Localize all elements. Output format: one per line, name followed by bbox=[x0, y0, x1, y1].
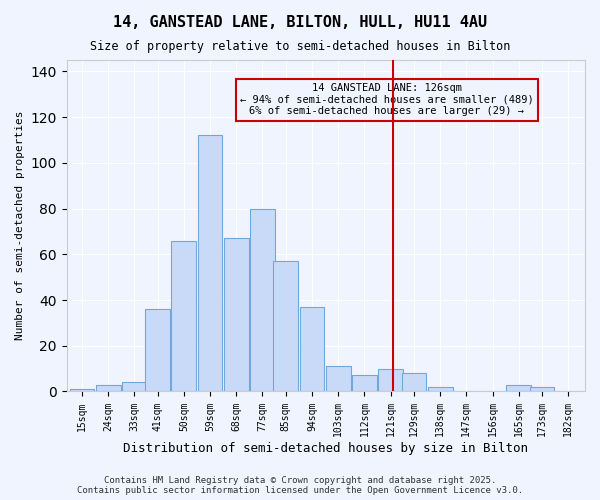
Y-axis label: Number of semi-detached properties: Number of semi-detached properties bbox=[15, 111, 25, 340]
X-axis label: Distribution of semi-detached houses by size in Bilton: Distribution of semi-detached houses by … bbox=[124, 442, 529, 455]
Text: Size of property relative to semi-detached houses in Bilton: Size of property relative to semi-detach… bbox=[90, 40, 510, 53]
Bar bbox=[122, 382, 147, 392]
Bar bbox=[326, 366, 350, 392]
Text: 14, GANSTEAD LANE, BILTON, HULL, HU11 4AU: 14, GANSTEAD LANE, BILTON, HULL, HU11 4A… bbox=[113, 15, 487, 30]
Bar bbox=[299, 307, 325, 392]
Bar bbox=[172, 240, 196, 392]
Bar bbox=[274, 261, 298, 392]
Bar bbox=[428, 387, 452, 392]
Bar bbox=[401, 373, 426, 392]
Bar bbox=[70, 389, 94, 392]
Text: 14 GANSTEAD LANE: 126sqm
← 94% of semi-detached houses are smaller (489)
6% of s: 14 GANSTEAD LANE: 126sqm ← 94% of semi-d… bbox=[240, 83, 534, 116]
Bar bbox=[250, 208, 275, 392]
Bar bbox=[506, 384, 531, 392]
Bar bbox=[96, 384, 121, 392]
Bar bbox=[145, 309, 170, 392]
Bar bbox=[530, 387, 554, 392]
Bar bbox=[197, 136, 223, 392]
Bar bbox=[224, 238, 248, 392]
Text: Contains HM Land Registry data © Crown copyright and database right 2025.
Contai: Contains HM Land Registry data © Crown c… bbox=[77, 476, 523, 495]
Bar bbox=[352, 376, 377, 392]
Bar bbox=[378, 368, 403, 392]
